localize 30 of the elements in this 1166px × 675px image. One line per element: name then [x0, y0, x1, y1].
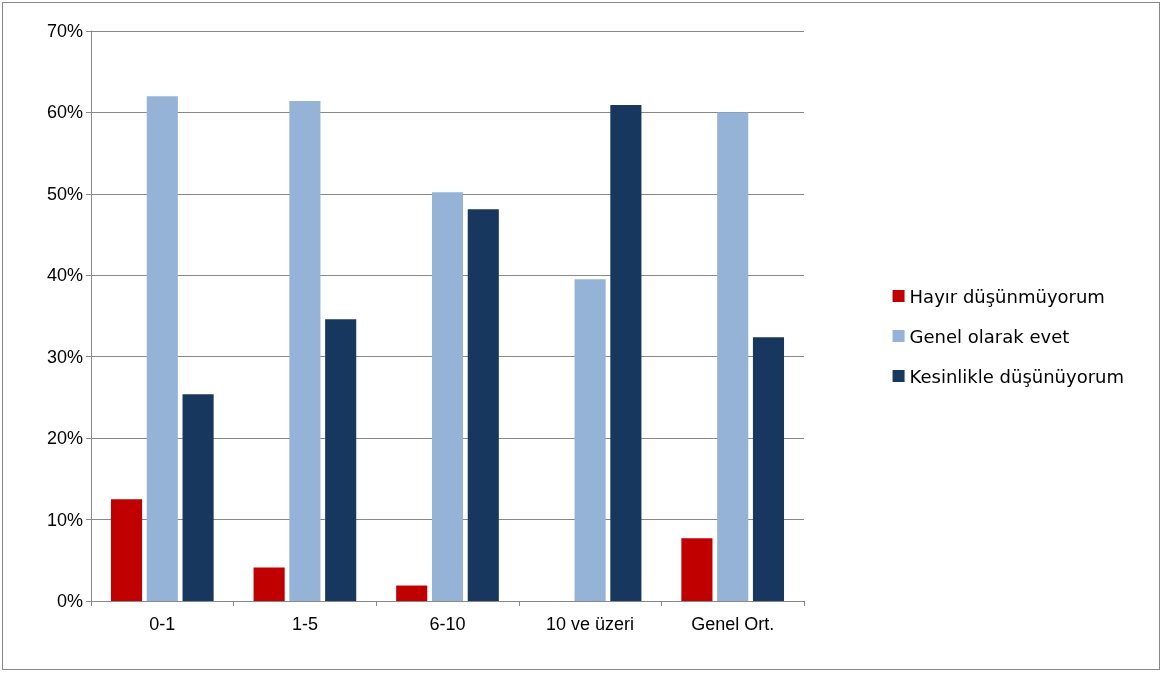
legend-label: Hayır düşünmüyorum [909, 285, 1105, 307]
y-tick-label: 40% [46, 265, 83, 286]
x-tick-label: 1-5 [291, 614, 318, 634]
bar [325, 319, 357, 601]
y-tick-label: 50% [46, 183, 83, 204]
x-tick-label: 6-10 [429, 614, 466, 634]
bar [431, 192, 464, 601]
bar [396, 585, 428, 601]
bar [717, 112, 749, 601]
bar [574, 279, 606, 601]
bar [610, 105, 642, 601]
bar [752, 337, 785, 601]
bar [110, 499, 143, 601]
bar [289, 101, 321, 601]
y-tick-label: 0% [56, 591, 83, 611]
y-tick-label: 60% [46, 102, 83, 123]
legend-label: Genel olarak evet [909, 325, 1070, 347]
x-tick-label: 0-1 [149, 614, 176, 634]
x-tick-label: 10 ve üzeri [546, 614, 635, 634]
bar [146, 96, 178, 601]
bar [681, 538, 713, 601]
bar [182, 394, 214, 601]
y-tick-label: 10% [46, 509, 83, 530]
bar [467, 209, 499, 601]
legend-label: Kesinlikle düşünüyorum [909, 365, 1124, 387]
y-tick-label: 70% [46, 21, 83, 41]
y-tick-label: 20% [46, 428, 83, 449]
y-tick-label: 30% [46, 346, 83, 367]
bar [253, 567, 285, 601]
x-tick-label: Genel Ort. [691, 614, 775, 634]
